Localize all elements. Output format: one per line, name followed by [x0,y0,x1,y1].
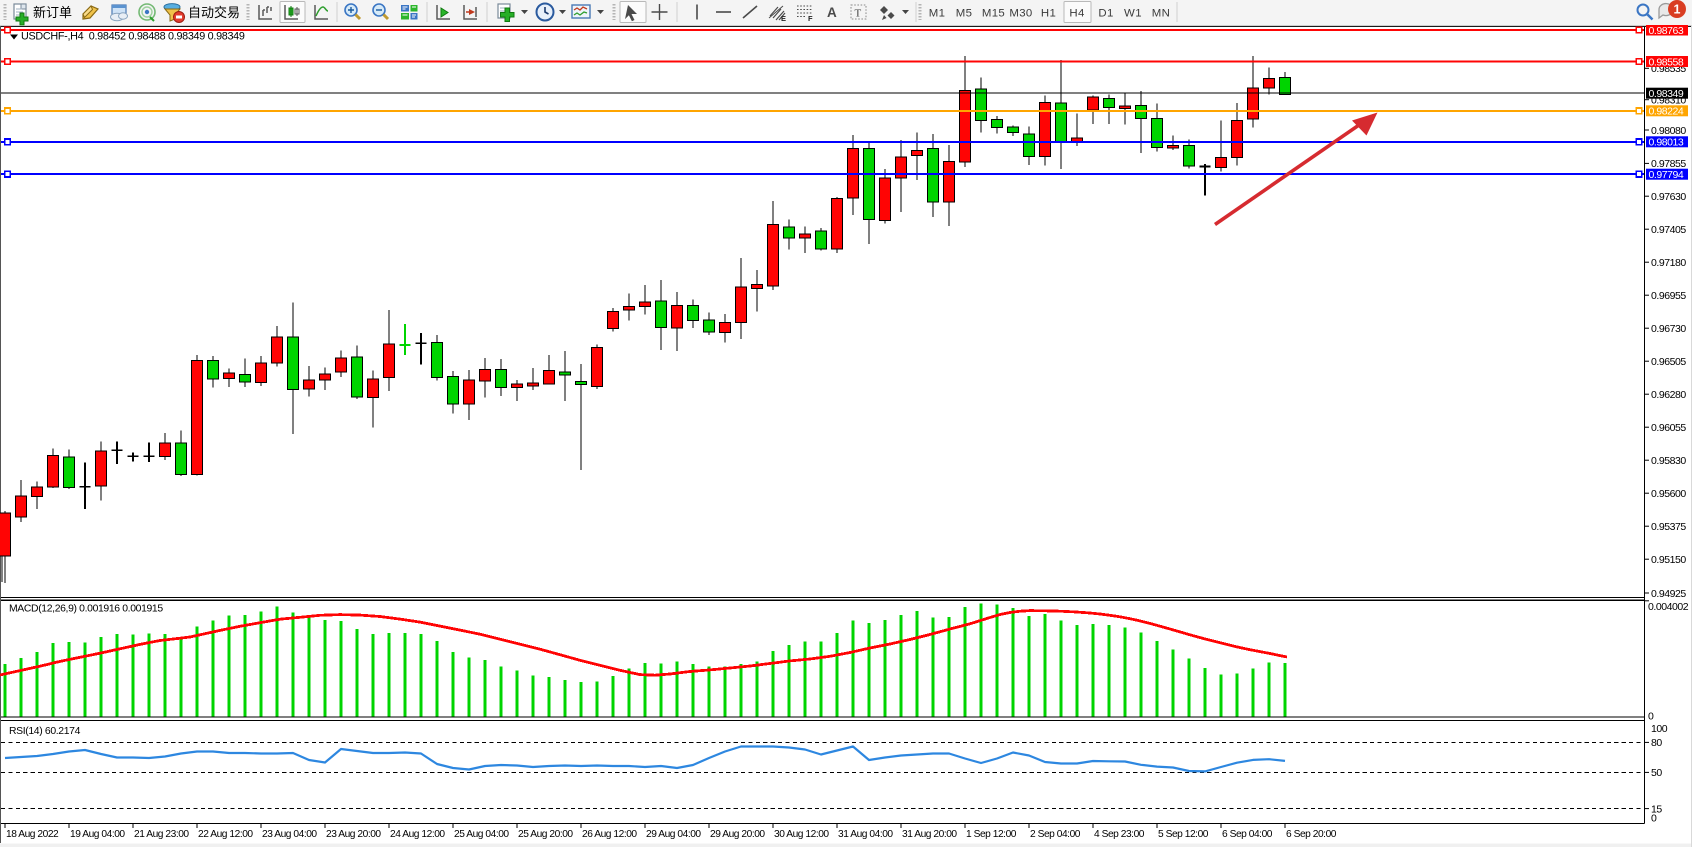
svg-text:0.004002: 0.004002 [1648,601,1689,613]
svg-text:M30: M30 [1009,8,1032,20]
svg-text:0.98763: 0.98763 [1649,25,1684,37]
svg-text:0.97630: 0.97630 [1651,191,1686,203]
svg-text:25 Aug 04:00: 25 Aug 04:00 [454,829,509,840]
svg-text:0.95150: 0.95150 [1651,554,1686,566]
svg-text:80: 80 [1651,737,1662,749]
svg-text:0.97405: 0.97405 [1651,224,1686,236]
svg-text:0.96955: 0.96955 [1651,290,1686,302]
svg-text:RSI(14) 60.2174: RSI(14) 60.2174 [9,726,81,737]
svg-text:0.96280: 0.96280 [1651,389,1686,401]
svg-text:1 Sep 12:00: 1 Sep 12:00 [966,829,1017,840]
svg-text:24 Aug 12:00: 24 Aug 12:00 [390,829,445,840]
svg-text:0: 0 [1651,812,1657,824]
svg-text:0.95600: 0.95600 [1651,488,1686,500]
svg-text:0.97855: 0.97855 [1651,158,1686,170]
svg-text:MACD(12,26,9) 0.001916 0.00191: MACD(12,26,9) 0.001916 0.001915 [9,604,163,615]
svg-text:0.98013: 0.98013 [1649,137,1684,149]
svg-text:MN: MN [1152,8,1171,20]
svg-text:F: F [808,14,813,23]
svg-text:2 Sep 04:00: 2 Sep 04:00 [1030,829,1081,840]
svg-text:23 Aug 20:00: 23 Aug 20:00 [326,829,381,840]
svg-text:0.96055: 0.96055 [1651,422,1686,434]
svg-text:H4: H4 [1069,8,1084,20]
svg-text:0: 0 [1648,711,1654,723]
svg-text:E: E [781,14,786,23]
svg-text:22 Aug 12:00: 22 Aug 12:00 [198,829,253,840]
svg-text:0.98558: 0.98558 [1649,56,1684,68]
svg-text:0.98080: 0.98080 [1651,125,1686,137]
svg-text:29 Aug 04:00: 29 Aug 04:00 [646,829,701,840]
svg-text:自动交易: 自动交易 [188,5,240,20]
svg-text:30 Aug 12:00: 30 Aug 12:00 [774,829,829,840]
svg-text:15: 15 [1651,803,1662,815]
svg-text:W1: W1 [1124,8,1142,20]
svg-text:H1: H1 [1041,8,1056,20]
svg-text:31 Aug 04:00: 31 Aug 04:00 [838,829,893,840]
svg-text:新订单: 新订单 [33,5,72,20]
svg-text:25 Aug 20:00: 25 Aug 20:00 [518,829,573,840]
svg-text:21 Aug 23:00: 21 Aug 23:00 [134,829,189,840]
svg-text:M15: M15 [982,8,1005,20]
svg-text:0.97180: 0.97180 [1651,257,1686,269]
svg-text:23 Aug 04:00: 23 Aug 04:00 [262,829,317,840]
svg-text:M5: M5 [956,8,973,20]
svg-text:0.96505: 0.96505 [1651,356,1686,368]
svg-text:5 Sep 12:00: 5 Sep 12:00 [1158,829,1209,840]
svg-text:26 Aug 12:00: 26 Aug 12:00 [582,829,637,840]
svg-text:31 Aug 20:00: 31 Aug 20:00 [902,829,957,840]
svg-text:18 Aug 2022: 18 Aug 2022 [6,829,59,840]
svg-text:0.95830: 0.95830 [1651,455,1686,467]
svg-text:USDCHF-,H4 0.98452 0.98488 0.: USDCHF-,H4 0.98452 0.98488 0.98349 0.983… [21,31,245,43]
svg-text:M1: M1 [929,8,946,20]
svg-text:19 Aug 04:00: 19 Aug 04:00 [70,829,125,840]
svg-text:0.98224: 0.98224 [1649,106,1684,118]
svg-text:100: 100 [1651,723,1668,735]
svg-text:0.96730: 0.96730 [1651,323,1686,335]
svg-text:29 Aug 20:00: 29 Aug 20:00 [710,829,765,840]
svg-text:T: T [855,8,862,20]
svg-text:0.97794: 0.97794 [1649,169,1684,181]
svg-text:D1: D1 [1098,8,1113,20]
svg-text:0.94925: 0.94925 [1651,588,1686,600]
svg-text:50: 50 [1651,767,1662,779]
svg-text:6 Sep 20:00: 6 Sep 20:00 [1286,829,1337,840]
svg-text:1: 1 [1674,3,1681,17]
svg-text:6 Sep 04:00: 6 Sep 04:00 [1222,829,1273,840]
svg-text:4 Sep 23:00: 4 Sep 23:00 [1094,829,1145,840]
svg-text:A: A [827,5,837,20]
svg-text:0.95375: 0.95375 [1651,521,1686,533]
svg-text:0.98349: 0.98349 [1649,88,1684,100]
